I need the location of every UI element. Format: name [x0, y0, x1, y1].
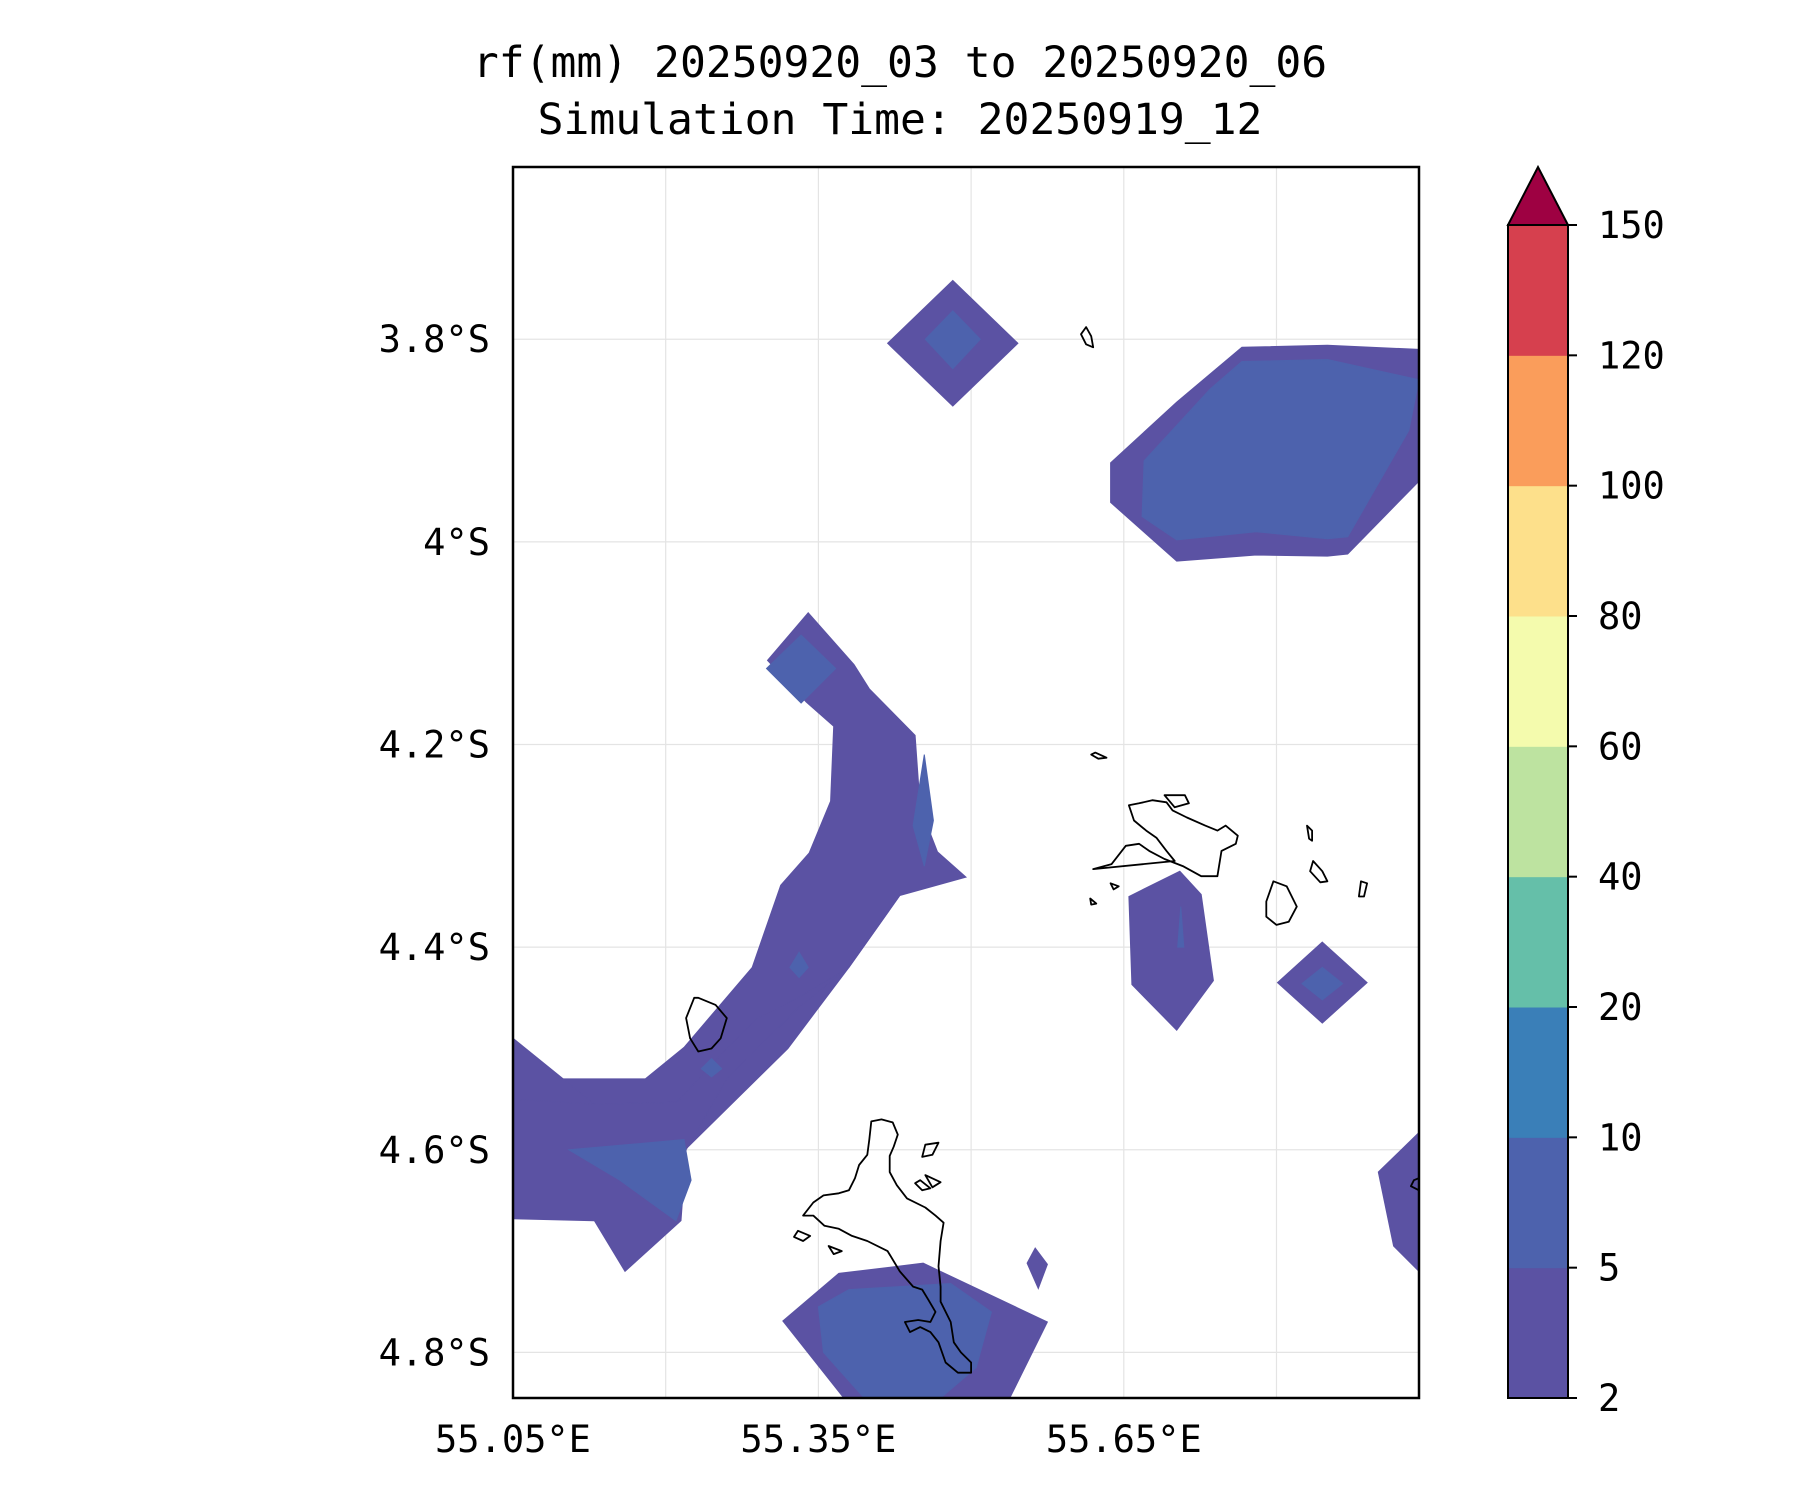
island-outline	[1163, 794, 1190, 809]
rain-region-5-10	[1301, 966, 1344, 1001]
rain-region-2-5	[1128, 870, 1214, 1031]
y-tick-label: 4.6°S	[379, 1129, 490, 1172]
colorbar-label: 20	[1598, 986, 1643, 1029]
x-tick-label: 55.65°E	[1046, 1418, 1202, 1461]
colorbar: 2 5 10 20 40 60 80 100 120 150	[1506, 164, 1665, 1420]
island-outline	[802, 1118, 972, 1374]
y-axis: 3.8°S 4°S 4.2°S 4.4°S 4.6°S 4.8°S	[379, 318, 490, 1374]
colorbar-label: 150	[1598, 204, 1665, 247]
colorbar-segment	[1508, 876, 1568, 1008]
y-tick-label: 4.2°S	[379, 724, 490, 767]
island-outline	[924, 1174, 942, 1189]
colorbar-label: 40	[1598, 856, 1643, 899]
rain-region-5-10	[765, 634, 837, 704]
island-outline	[1090, 751, 1108, 760]
colorbar-segment	[1508, 1267, 1568, 1399]
island-outline	[793, 1229, 812, 1242]
island-outline	[1092, 799, 1239, 878]
colorbar-segment	[1508, 1137, 1568, 1269]
colorbar-label: 120	[1598, 334, 1665, 377]
colorbar-segment	[1508, 355, 1568, 487]
island-outline	[1358, 880, 1368, 898]
colorbar-segment	[1508, 225, 1568, 356]
rain-region-2-5	[513, 612, 968, 1161]
rain-region-5-10	[1141, 358, 1419, 541]
chart-subtitle: Simulation Time: 20250919_12	[537, 95, 1263, 145]
chart-title: rf(mm) 20250920_03 to 20250920_06	[472, 38, 1328, 88]
x-tick-label: 55.35°E	[740, 1418, 896, 1461]
y-tick-label: 4.8°S	[379, 1331, 490, 1374]
island-outline	[1410, 1177, 1419, 1192]
rain-region-5-10	[567, 1139, 692, 1222]
colorbar-segment	[1508, 746, 1568, 878]
rainfall-contours	[513, 279, 1419, 1398]
island-outline	[685, 996, 728, 1053]
colorbar-label: 5	[1598, 1247, 1620, 1290]
x-tick-label: 55.05°E	[435, 1418, 591, 1461]
rain-region-5-10	[789, 951, 809, 979]
rain-region-5-10	[817, 1282, 992, 1398]
island-outline	[1080, 326, 1095, 349]
colorbar-label: 2	[1598, 1377, 1620, 1420]
island-outline	[1309, 860, 1329, 884]
island-outline	[921, 1141, 940, 1158]
colorbar-segment	[1508, 485, 1568, 617]
colorbar-frame	[1507, 224, 1569, 1399]
colorbar-label: 100	[1598, 465, 1665, 508]
x-axis: 55.05°E 55.35°E 55.65°E	[435, 1418, 1202, 1461]
rain-region-5-10	[912, 754, 934, 867]
island-outline	[914, 1179, 932, 1192]
island-outline	[827, 1245, 843, 1255]
coastline	[685, 326, 1419, 1374]
rain-region-5-10	[924, 310, 981, 370]
plot-frame	[511, 165, 1421, 1400]
colorbar-label: 80	[1598, 595, 1643, 638]
colorbar-extend-arrow	[1506, 164, 1570, 226]
colorbar-segment	[1508, 1007, 1568, 1138]
y-tick-label: 4°S	[423, 521, 490, 564]
island-outline	[1109, 882, 1120, 891]
island-outline	[1265, 880, 1298, 926]
colorbar-segment	[1508, 616, 1568, 747]
y-tick-label: 4.4°S	[379, 926, 490, 969]
rain-region-2-5	[1377, 1131, 1419, 1273]
rain-region-5-10	[700, 1057, 723, 1078]
island-outline	[1306, 824, 1313, 842]
rain-region-5-10	[1177, 906, 1185, 948]
rain-region-2-5	[1026, 1247, 1048, 1290]
colorbar-label: 60	[1598, 725, 1643, 768]
colorbar-label: 10	[1598, 1116, 1643, 1159]
y-tick-label: 3.8°S	[379, 318, 490, 361]
island-outline	[1089, 897, 1098, 906]
